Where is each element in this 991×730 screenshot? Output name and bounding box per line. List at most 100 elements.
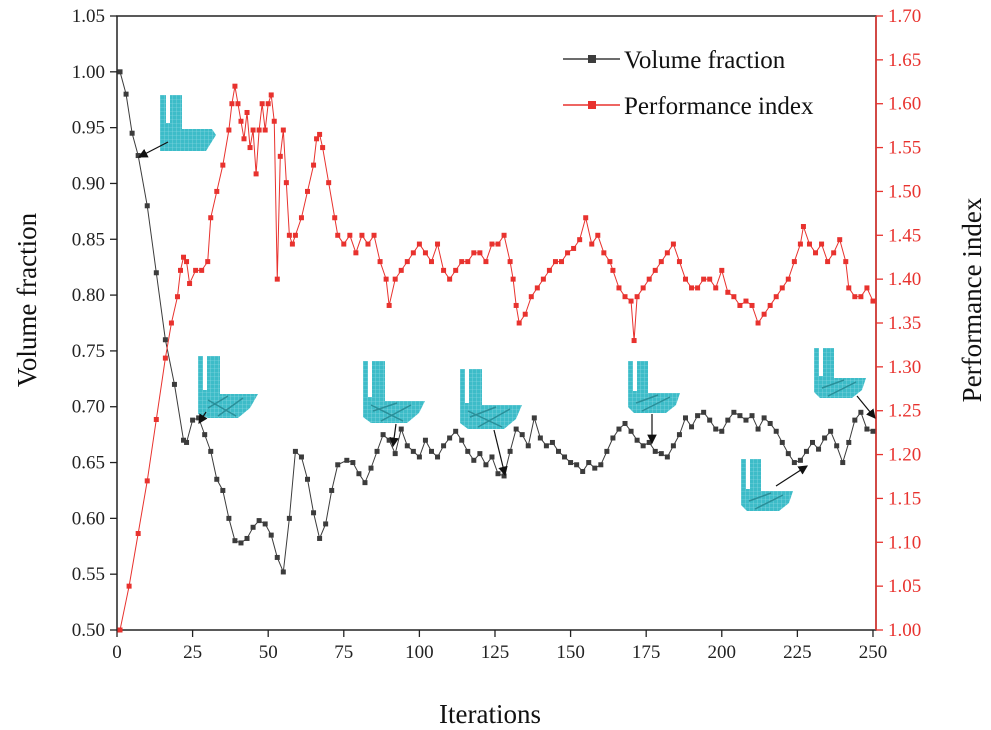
volume-point (828, 428, 834, 434)
performance-point (259, 101, 265, 107)
performance-point (559, 259, 565, 265)
volume-point (537, 435, 543, 441)
volume-point (181, 437, 187, 443)
volume-point (465, 448, 471, 454)
volume-point (162, 337, 168, 343)
performance-point (289, 241, 295, 247)
volume-point (447, 435, 453, 441)
performance-point (283, 180, 289, 186)
performance-point (238, 118, 244, 124)
performance-point (208, 215, 214, 221)
performance-point (422, 250, 428, 256)
x-tick-label: 50 (259, 642, 278, 663)
volume-point (507, 448, 513, 454)
performance-point (819, 241, 825, 247)
volume-point (311, 510, 317, 516)
volume-point (785, 451, 791, 457)
performance-point (631, 338, 637, 344)
performance-point (646, 276, 652, 282)
performance-point (305, 188, 311, 194)
volume-point (398, 426, 404, 432)
topology-annotations (137, 95, 876, 511)
performance-point (359, 232, 365, 238)
volume-point (549, 439, 555, 445)
volume-point (368, 465, 374, 471)
volume-point (719, 428, 725, 434)
volume-point (129, 130, 135, 136)
performance-point (477, 250, 483, 256)
performance-point (664, 250, 670, 256)
volume-point (779, 439, 785, 445)
performance-point (286, 232, 292, 238)
performance-point (513, 302, 519, 308)
right-tick-label: 1.70 (888, 6, 921, 27)
volume-point (153, 270, 159, 276)
topology-thumbnail-iter-26 (198, 356, 258, 418)
volume-point (298, 454, 304, 460)
left-tick-label: 0.50 (72, 620, 105, 641)
performance-point (785, 276, 791, 282)
performance-point (247, 145, 253, 151)
volume-point (416, 454, 422, 460)
right-tick-label: 1.10 (888, 532, 921, 553)
right-tick-label: 1.20 (888, 445, 921, 466)
volume-point (144, 203, 150, 209)
volume-point (864, 426, 870, 432)
performance-point (326, 180, 332, 186)
arrow-iter-127 (493, 429, 508, 477)
volume-point (459, 437, 465, 443)
volume-point (410, 448, 416, 454)
performance-point (510, 276, 516, 282)
performance-point (779, 285, 785, 291)
performance-point (749, 302, 755, 308)
volume-point (773, 428, 779, 434)
left-tick-label: 1.00 (72, 62, 105, 83)
performance-point (755, 320, 761, 326)
volume-point (495, 471, 501, 477)
volume-point (616, 426, 622, 432)
volume-point (244, 535, 250, 541)
performance-point (174, 294, 180, 300)
volume-point (274, 554, 280, 560)
performance-point (241, 136, 247, 142)
performance-point (232, 83, 238, 89)
performance-point (670, 241, 676, 247)
volume-point (574, 462, 580, 468)
volume-point (707, 417, 713, 423)
performance-point (483, 259, 489, 265)
volume-point (386, 437, 392, 443)
volume-point (232, 538, 238, 544)
volume-point (422, 437, 428, 443)
right-axis-ticks: 1.00 1.05 1.10 1.15 1.20 1.25 1.30 1.35 1.40 1.45… (876, 6, 921, 641)
left-tick-label: 0.75 (72, 341, 105, 362)
volume-point (323, 521, 329, 527)
volume-point (441, 443, 447, 449)
performance-point (495, 241, 501, 247)
volume-point (816, 446, 822, 452)
performance-point (852, 294, 858, 300)
volume-point (344, 457, 350, 463)
legend: Volume fraction Performance index (563, 47, 814, 120)
volume-point (761, 415, 767, 421)
volume-point (380, 432, 386, 438)
performance-point (220, 162, 226, 168)
left-tick-label: 0.80 (72, 285, 105, 306)
performance-point (465, 259, 471, 265)
performance-point (392, 276, 398, 282)
volume-point (135, 153, 141, 159)
volume-point (208, 448, 214, 454)
performance-point (453, 267, 459, 273)
performance-point (773, 294, 779, 300)
performance-point (571, 245, 577, 251)
volume-point (646, 439, 652, 445)
volume-point (610, 435, 616, 441)
x-axis-title: Iterations (439, 699, 541, 729)
volume-point (453, 428, 459, 434)
volume-point (250, 524, 256, 530)
performance-point (117, 627, 123, 633)
performance-point (178, 267, 184, 273)
performance-point (256, 127, 262, 133)
performance-point (725, 289, 731, 295)
volume-point (525, 443, 531, 449)
